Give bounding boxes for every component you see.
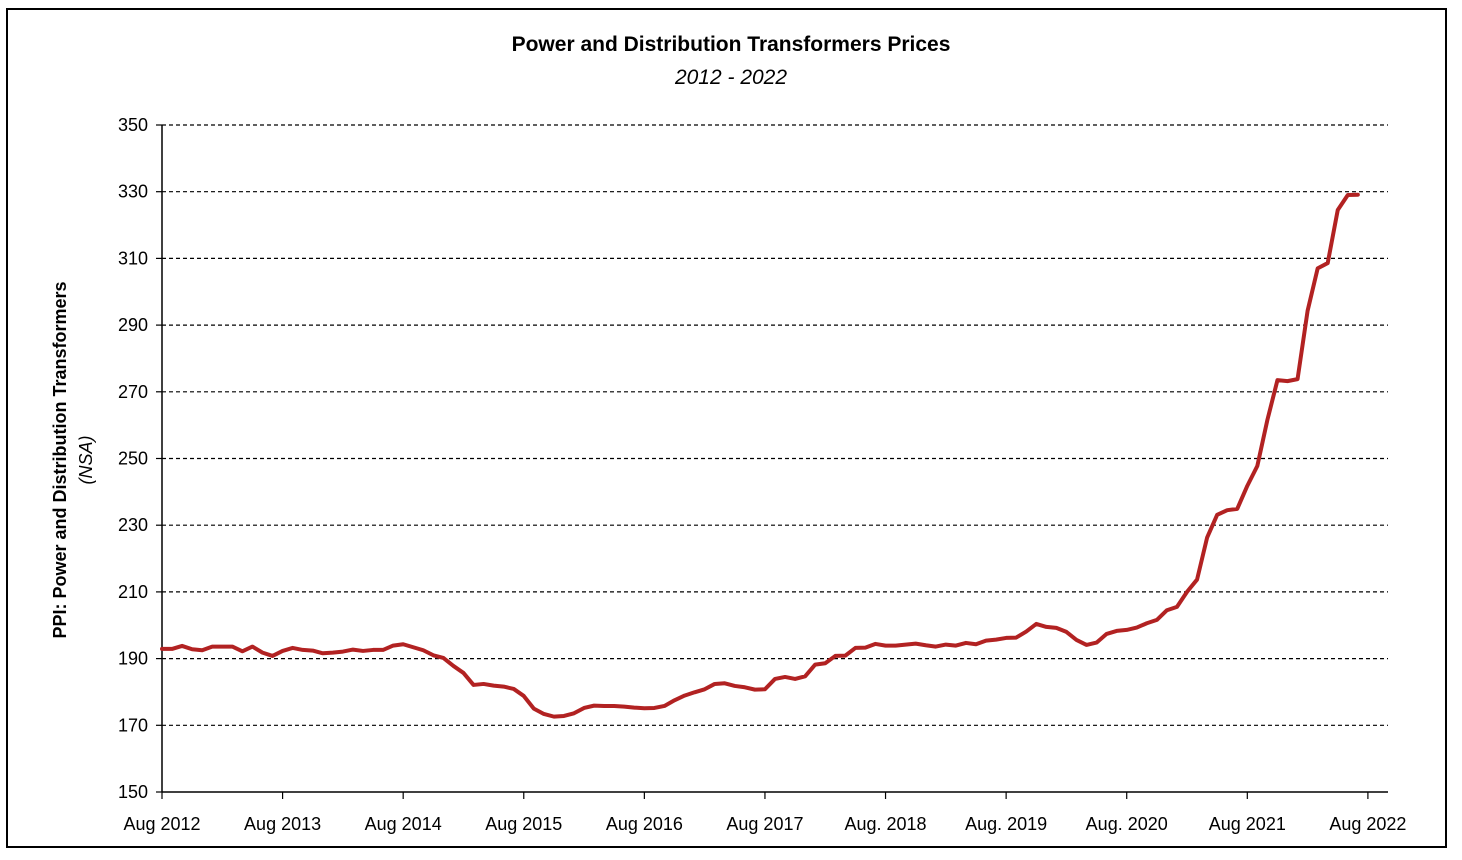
chart-subtitle: 2012 - 2022	[674, 66, 788, 89]
y-tick-label: 210	[118, 582, 148, 602]
y-axis-label: PPI: Power and Distribution Transformers	[50, 281, 70, 638]
x-tick-label: Aug. 2019	[965, 814, 1047, 834]
y-tick-labels: 150 170 190 210 230 250 270 290 310 330 350	[118, 115, 148, 802]
x-tick-label: Aug 2014	[365, 814, 442, 834]
x-tick-label: Aug 2021	[1209, 814, 1286, 834]
gridlines	[162, 124, 1388, 726]
y-tick-label: 190	[118, 649, 148, 669]
y-axis-sublabel: (NSA)	[76, 436, 96, 485]
y-tick-label: 290	[118, 315, 148, 335]
y-tick-label: 250	[118, 449, 148, 469]
chart-title: Power and Distribution Transformers Pric…	[511, 33, 951, 56]
x-tick-label: Aug 2013	[244, 814, 321, 834]
series-layer	[160, 192, 1360, 719]
y-tick-label: 310	[118, 248, 148, 268]
y-tick-label: 170	[118, 715, 148, 735]
y-tick-label: 330	[118, 182, 148, 202]
axes	[156, 124, 1388, 799]
y-tick-label: 350	[118, 115, 148, 135]
series-line	[160, 192, 1360, 719]
x-tick-label: Aug. 2020	[1086, 814, 1168, 834]
x-tick-label: Aug 2016	[606, 814, 683, 834]
y-tick-label: 270	[118, 382, 148, 402]
y-tick-label: 230	[118, 515, 148, 535]
x-tick-label: Aug 2017	[726, 814, 803, 834]
y-tick-label: 150	[118, 782, 148, 802]
x-tick-label: Aug 2015	[485, 814, 562, 834]
x-tick-labels: Aug 2012 Aug 2013 Aug 2014 Aug 2015 Aug 2016…	[123, 814, 1406, 834]
x-tick-label: Aug 2022	[1329, 814, 1406, 834]
x-tick-label: Aug 2012	[123, 814, 200, 834]
chart-frame	[6, 8, 1447, 848]
x-tick-label: Aug. 2018	[845, 814, 927, 834]
